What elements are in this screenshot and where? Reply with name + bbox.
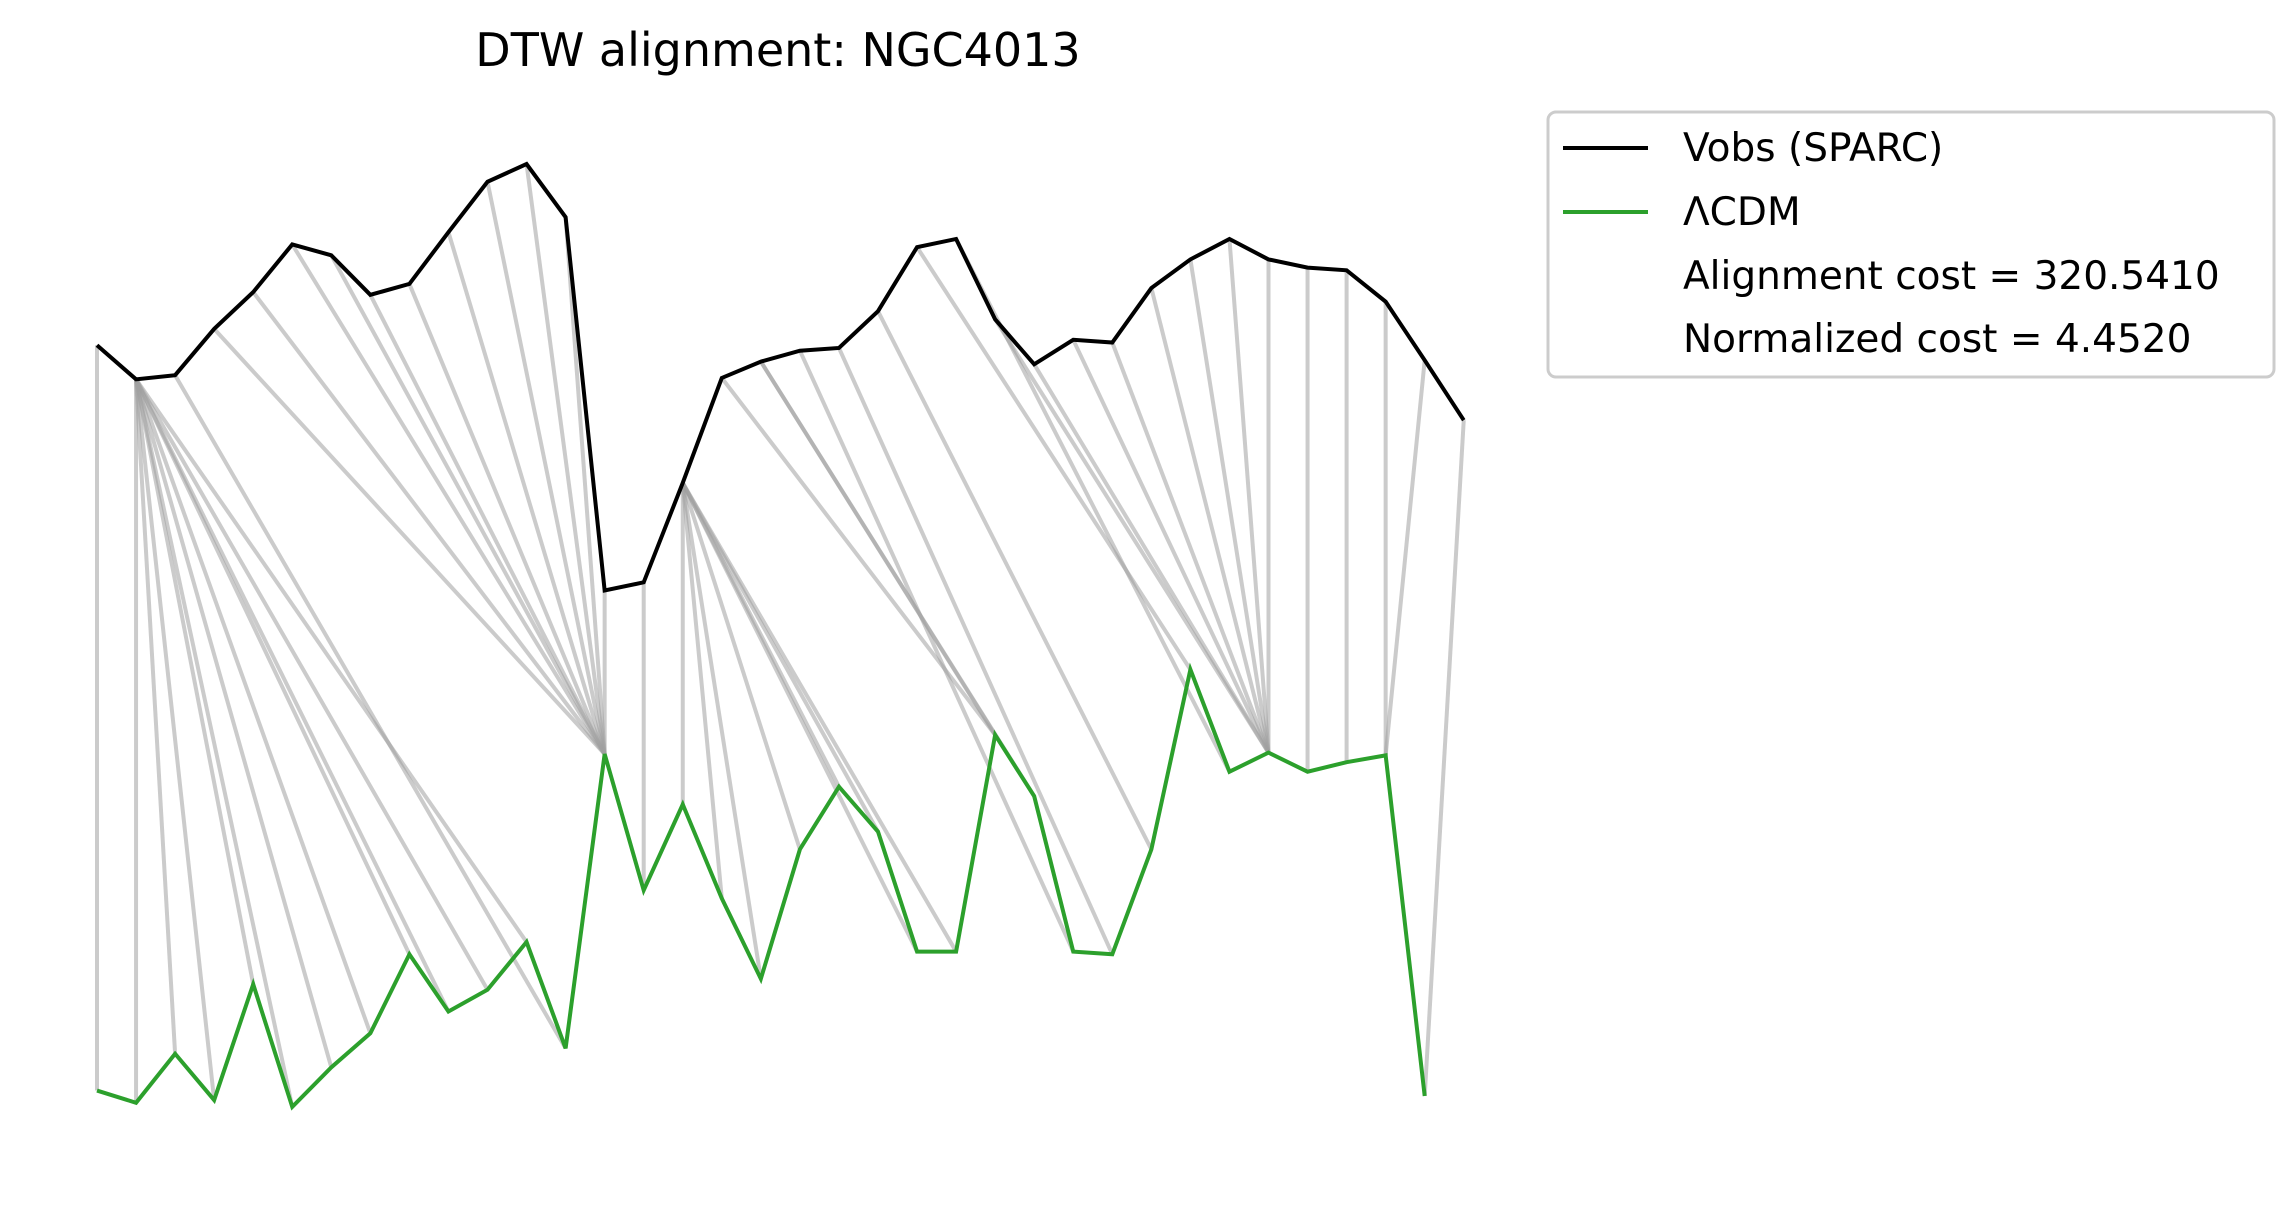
alignment-line-47: [1227, 238, 1271, 753]
alignment-line-12: [173, 374, 568, 1050]
alignment-line-52: [1383, 360, 1427, 756]
legend-normalized-cost: Normalized cost = 4.4520: [1683, 317, 2191, 362]
alignment-line-32: [681, 481, 958, 953]
alignment-line-4: [134, 378, 256, 985]
alignment-line-27: [680, 482, 763, 980]
alignment-connectors: [95, 163, 1466, 1108]
alignment-line-37: [837, 347, 1115, 956]
alignment-line-14: [251, 290, 607, 756]
alignment-line-18: [407, 283, 607, 755]
alignment-line-6: [134, 378, 334, 1068]
alignment-line-33: [720, 376, 997, 737]
alignment-line-5: [134, 378, 295, 1108]
alignment-line-31: [680, 481, 919, 953]
alignment-line-13: [212, 327, 607, 756]
alignment-line-16: [329, 254, 607, 755]
legend-label-model: ΛCDM: [1683, 190, 1801, 235]
alignment-line-44: [1110, 341, 1271, 754]
alignment-line-22: [563, 217, 607, 755]
legend-box: [1546, 110, 2276, 379]
chart-title: DTW alignment: NGC4013: [475, 23, 1080, 77]
series-line-obs: [95, 161, 1466, 593]
alignment-line-3: [134, 379, 217, 1101]
alignment-line-46: [1188, 259, 1271, 753]
alignment-line-7: [134, 378, 373, 1034]
alignment-line-45: [1149, 287, 1271, 754]
legend-label-obs: Vobs (SPARC): [1683, 126, 1943, 171]
alignment-line-21: [524, 163, 607, 755]
alignment-line-36: [798, 349, 1076, 953]
alignment-line-15: [290, 243, 607, 756]
alignment-line-17: [368, 293, 607, 755]
alignment-line-28: [680, 482, 802, 850]
alignment-line-39: [915, 246, 1193, 671]
alignment-line-53: [1422, 420, 1466, 1097]
alignment-line-10: [134, 378, 490, 991]
series-lines: [95, 161, 1466, 1111]
alignment-line-35: [759, 360, 1036, 798]
alignment-line-19: [446, 231, 607, 755]
alignment-line-11: [134, 378, 529, 944]
alignment-line-26: [680, 482, 724, 899]
alignment-line-38: [876, 310, 1154, 851]
alignment-line-20: [485, 181, 607, 755]
alignment-line-43: [1071, 338, 1271, 754]
alignment-line-42: [1032, 363, 1271, 754]
alignment-line-9: [134, 378, 451, 1013]
legend-alignment-cost: Alignment cost = 320.5410: [1683, 254, 2220, 299]
alignment-line-2: [134, 379, 178, 1054]
series-line-model: [96, 662, 1427, 1111]
legend: Vobs (SPARC) ΛCDM Alignment cost = 320.5…: [1546, 110, 2276, 379]
